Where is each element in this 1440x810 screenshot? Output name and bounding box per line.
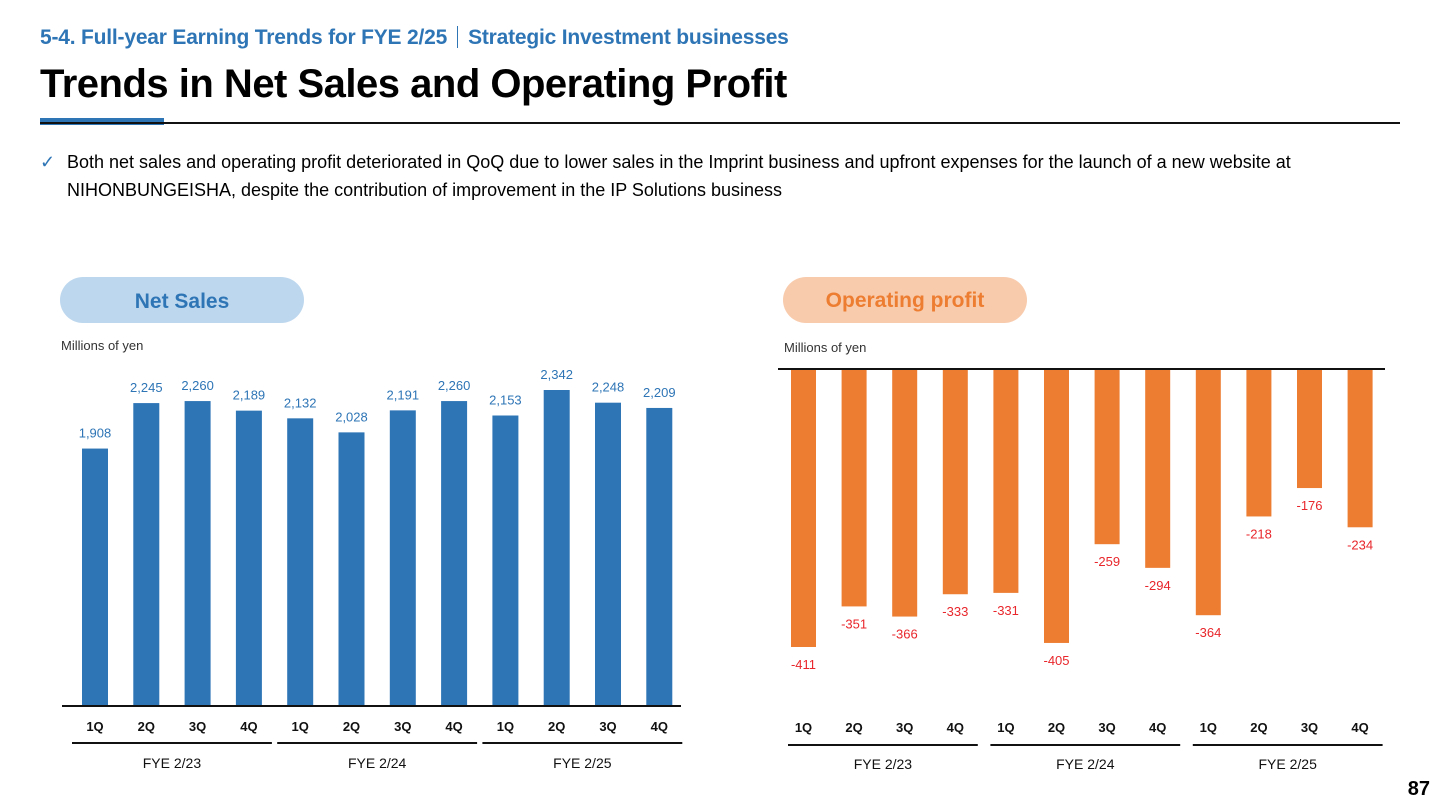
- net-sales-data-label: 1,908: [79, 426, 112, 441]
- operating-profit-tick-label: 3Q: [1301, 720, 1318, 735]
- net-sales-data-label: 2,260: [181, 378, 214, 393]
- net-sales-tick-label: 3Q: [394, 719, 411, 734]
- net-sales-bar: [492, 415, 519, 706]
- operating-profit-group-label: FYE 2/25: [1259, 756, 1318, 772]
- net-sales-data-label: 2,028: [335, 409, 368, 424]
- net-sales-bar: [646, 407, 673, 706]
- net-sales-group-label: FYE 2/23: [143, 755, 202, 771]
- operating-profit-data-label: -234: [1347, 537, 1373, 552]
- operating-profit-bar: [791, 369, 816, 647]
- page-number: 87: [1407, 778, 1430, 800]
- net-sales-data-label: 2,132: [284, 395, 317, 410]
- operating-profit-bar: [1094, 369, 1120, 545]
- operating-profit-tick-label: 2Q: [845, 720, 862, 735]
- operating-profit-group-label: FYE 2/23: [854, 756, 913, 772]
- operating-profit-group-label: FYE 2/24: [1056, 756, 1115, 772]
- net-sales-data-label: 2,189: [233, 388, 266, 403]
- operating-profit-tick-label: 2Q: [1048, 720, 1065, 735]
- net-sales-chart-title: Net Sales: [60, 277, 304, 323]
- operating-profit-data-label: -176: [1296, 498, 1322, 513]
- operating-profit-data-label: -405: [1043, 653, 1069, 668]
- operating-profit-bar: [1297, 369, 1322, 489]
- net-sales-tick-label: 3Q: [189, 719, 206, 734]
- operating-profit-chart-title: Operating profit: [783, 277, 1027, 323]
- net-sales-tick-label: 2Q: [138, 719, 155, 734]
- operating-profit-units-label: Millions of yen: [784, 340, 867, 355]
- operating-profit-data-label: -364: [1195, 625, 1221, 640]
- net-sales-group-label: FYE 2/25: [553, 755, 612, 771]
- summary-text: Both net sales and operating profit dete…: [67, 152, 1291, 200]
- net-sales-tick-label: 2Q: [548, 719, 565, 734]
- operating-profit-tick-label: 1Q: [1200, 720, 1217, 735]
- net-sales-data-label: 2,248: [592, 380, 625, 395]
- net-sales-data-label: 2,209: [643, 385, 676, 400]
- net-sales-bar: [82, 448, 108, 706]
- operating-profit-tick-label: 2Q: [1250, 720, 1267, 735]
- net-sales-bar: [389, 410, 416, 706]
- net-sales-data-label: 2,191: [387, 387, 420, 402]
- operating-profit-tick-label: 1Q: [795, 720, 812, 735]
- operating-profit-data-label: -259: [1094, 554, 1120, 569]
- operating-profit-bar: [1145, 369, 1171, 568]
- net-sales-tick-label: 2Q: [343, 719, 360, 734]
- operating-profit-bar: [993, 369, 1019, 593]
- operating-profit-bar: [841, 369, 867, 607]
- operating-profit-data-label: -366: [892, 627, 918, 642]
- net-sales-group-label: FYE 2/24: [348, 755, 407, 771]
- net-sales-data-label: 2,342: [540, 367, 573, 382]
- operating-profit-tick-label: 4Q: [1149, 720, 1166, 735]
- net-sales-bar: [133, 403, 160, 706]
- net-sales-tick-label: 4Q: [240, 719, 257, 734]
- title-separator: [457, 26, 459, 48]
- net-sales-tick-label: 1Q: [292, 719, 309, 734]
- net-sales-data-label: 2,245: [130, 380, 163, 395]
- section-number-title: 5-4. Full-year Earning Trends for FYE 2/…: [40, 26, 448, 49]
- summary-bullet: ✓ Both net sales and operating profit de…: [40, 148, 1410, 204]
- net-sales-tick-label: 4Q: [445, 719, 462, 734]
- net-sales-bar: [287, 418, 314, 706]
- operating-profit-bar: [1347, 369, 1373, 528]
- operating-profit-tick-label: 4Q: [947, 720, 964, 735]
- operating-profit-tick-label: 3Q: [896, 720, 913, 735]
- net-sales-bar: [184, 401, 211, 706]
- net-sales-bar: [235, 410, 262, 706]
- net-sales-tick-label: 3Q: [599, 719, 616, 734]
- net-sales-tick-label: 1Q: [497, 719, 514, 734]
- operating-profit-bar: [1044, 369, 1069, 643]
- section-subtitle: Strategic Investment businesses: [468, 26, 789, 49]
- check-icon: ✓: [40, 152, 56, 172]
- operating-profit-bar: [942, 369, 968, 595]
- operating-profit-data-label: -218: [1246, 526, 1272, 541]
- operating-profit-tick-label: 4Q: [1351, 720, 1368, 735]
- net-sales-tick-label: 1Q: [86, 719, 103, 734]
- net-sales-data-label: 2,260: [438, 378, 471, 393]
- net-sales-bar: [543, 390, 570, 706]
- net-sales-bar: [441, 401, 468, 706]
- operating-profit-data-label: -411: [791, 657, 816, 672]
- operating-profit-data-label: -351: [841, 616, 867, 631]
- net-sales-tick-label: 4Q: [651, 719, 668, 734]
- net-sales-units-label: Millions of yen: [61, 338, 144, 353]
- operating-profit-data-label: -294: [1145, 578, 1171, 593]
- title-accent-bar: [40, 118, 164, 125]
- title-divider: [40, 122, 1400, 124]
- operating-profit-bar: [892, 369, 918, 617]
- operating-profit-tick-label: 1Q: [997, 720, 1014, 735]
- operating-profit-tick-label: 3Q: [1098, 720, 1115, 735]
- operating-profit-data-label: -333: [942, 604, 968, 619]
- net-sales-data-label: 2,153: [489, 393, 522, 408]
- operating-profit-bar: [1195, 369, 1221, 616]
- net-sales-bar: [595, 402, 621, 706]
- page-title: Trends in Net Sales and Operating Profit: [40, 62, 787, 106]
- net-sales-bar: [338, 432, 365, 706]
- operating-profit-data-label: -331: [993, 603, 1019, 618]
- section-title: 5-4. Full-year Earning Trends for FYE 2/…: [40, 26, 789, 50]
- operating-profit-bar: [1246, 369, 1272, 517]
